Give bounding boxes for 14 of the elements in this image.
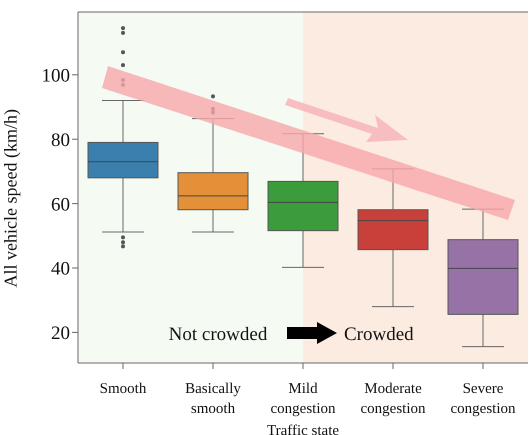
- y-tick-label: 60: [51, 194, 70, 216]
- x-tick-label: Severe congestion: [450, 381, 516, 417]
- y-tick-label: 40: [51, 258, 70, 280]
- x-axis-title: Traffic state: [266, 423, 340, 435]
- x-tick-label: Smooth: [100, 381, 147, 397]
- y-tick-label: 80: [51, 130, 70, 151]
- x-tick-label: Mild congestion: [270, 381, 336, 417]
- annotation: Not crowded: [168, 324, 268, 345]
- x-tick-label: Basically smooth: [185, 381, 242, 417]
- y-axis-title: All vehicle speed (km/h): [0, 109, 20, 288]
- annotation: Crowded: [344, 324, 414, 345]
- y-tick-label: 100: [42, 66, 70, 87]
- y-tick-label: 20: [51, 323, 70, 344]
- x-tick-label: Moderate congestion: [360, 381, 426, 417]
